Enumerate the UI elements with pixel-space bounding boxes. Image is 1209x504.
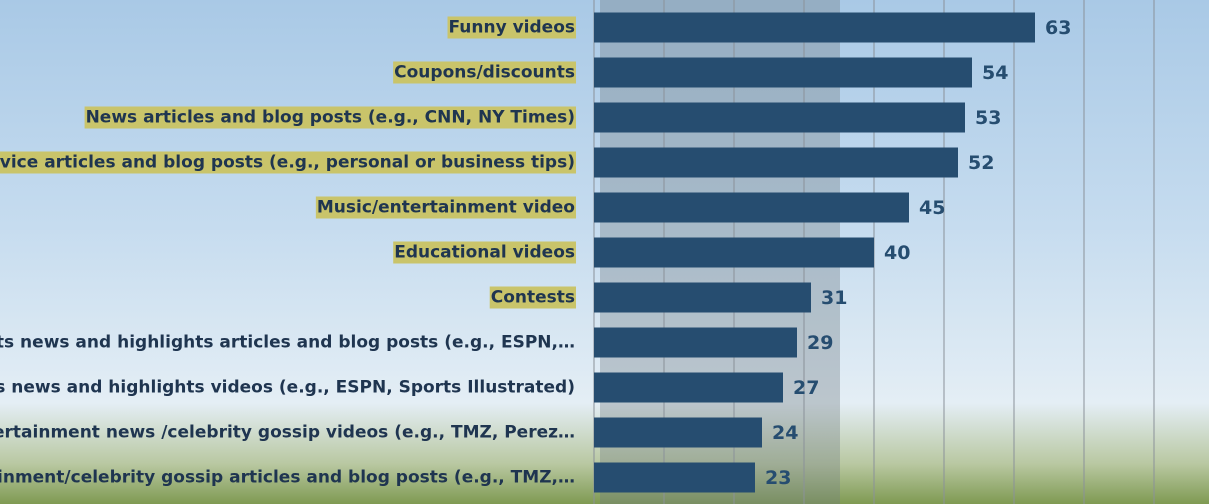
- bar: [594, 147, 958, 178]
- bar: [594, 237, 874, 268]
- bar: [594, 417, 762, 448]
- category-label: Funny videos: [449, 18, 575, 38]
- category-label: Educational videos: [394, 243, 575, 263]
- bar: [594, 12, 1035, 43]
- value-label: 53: [975, 107, 1001, 129]
- value-label: 27: [793, 377, 819, 399]
- bar: [594, 327, 797, 358]
- label-highlight: [447, 16, 576, 39]
- category-label: Advice articles and blog posts (e.g., pe…: [0, 153, 575, 173]
- value-label: 31: [821, 287, 847, 309]
- value-label: 29: [807, 332, 833, 354]
- category-label: Coupons/discounts: [394, 63, 575, 83]
- category-label: Sports news and highlights videos (e.g.,…: [0, 378, 575, 398]
- bar: [594, 192, 909, 223]
- bar: [594, 102, 965, 133]
- category-label: Sports news and highlights articles and …: [0, 333, 575, 353]
- bar: [594, 57, 972, 88]
- value-label: 45: [919, 197, 945, 219]
- bar: [594, 282, 811, 313]
- category-label: News articles and blog posts (e.g., CNN,…: [86, 108, 575, 128]
- category-label: Entertainment news /celebrity gossip vid…: [0, 423, 575, 443]
- value-label: 54: [982, 62, 1008, 84]
- value-label: 63: [1045, 17, 1071, 39]
- value-label: 52: [968, 152, 994, 174]
- value-label: 23: [765, 467, 791, 489]
- value-label: 40: [884, 242, 910, 264]
- label-highlight: [393, 61, 576, 84]
- bar: [594, 462, 755, 493]
- label-highlight: [84, 106, 576, 129]
- label-highlight: [489, 286, 576, 309]
- label-highlight: [0, 151, 576, 174]
- label-highlight: [315, 196, 576, 219]
- value-label: 24: [772, 422, 798, 444]
- category-label: Entertainment/celebrity gossip articles …: [0, 468, 575, 488]
- category-label: Contests: [491, 288, 575, 308]
- category-label: Music/entertainment video: [317, 198, 575, 218]
- bar: [594, 372, 783, 403]
- label-highlight: [393, 241, 576, 264]
